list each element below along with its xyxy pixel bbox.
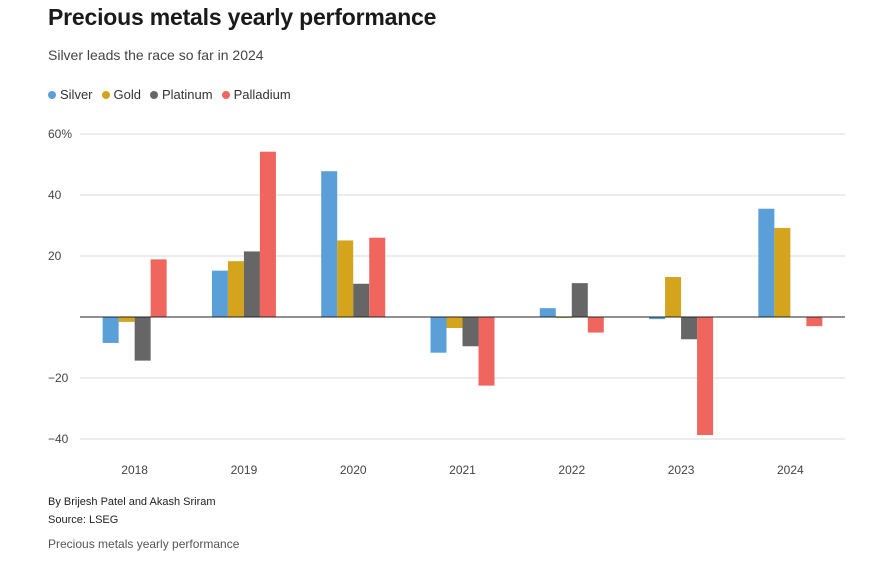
x-tick-label: 2023: [668, 463, 695, 477]
x-tick-label: 2021: [449, 463, 476, 477]
bar-silver-2020: [321, 171, 338, 317]
y-tick-label: 40: [48, 188, 62, 202]
source-note: Source: LSEG: [48, 514, 119, 526]
legend-item-gold: Gold: [101, 87, 141, 102]
bar-silver-2022: [539, 308, 556, 317]
bar-platinum-2020: [353, 283, 370, 317]
chart-subtitle: Silver leads the race so far in 2024: [48, 47, 264, 63]
bar-platinum-2019: [243, 251, 260, 317]
bar-platinum-2018: [134, 317, 151, 361]
bar-palladium-2018: [150, 259, 167, 317]
byline: By Brijesh Patel and Akash Sriram: [48, 496, 216, 508]
bar-palladium-2023: [697, 317, 714, 436]
y-tick-label: 20: [48, 249, 62, 263]
bar-palladium-2019: [259, 151, 276, 317]
bar-palladium-2021: [478, 317, 495, 386]
bar-gold-2019: [227, 261, 244, 317]
x-tick-label: 2022: [558, 463, 585, 477]
x-tick-label: 2018: [121, 463, 148, 477]
bar-silver-2021: [430, 317, 447, 353]
legend-swatch-gold: [101, 90, 110, 99]
bar-silver-2018: [102, 317, 119, 343]
legend-item-platinum: Platinum: [149, 87, 213, 102]
y-tick-label: −40: [48, 432, 69, 446]
caption: Precious metals yearly performance: [48, 537, 240, 551]
x-tick-label: 2019: [231, 463, 258, 477]
bar-platinum-2022: [571, 283, 588, 317]
legend-item-palladium: Palladium: [221, 87, 291, 102]
y-tick-label: −20: [48, 371, 69, 385]
legend-label-platinum: Platinum: [161, 87, 213, 102]
y-tick-label: 60%: [48, 127, 72, 141]
x-tick-label: 2024: [777, 463, 804, 477]
chart-title: Precious metals yearly performance: [48, 4, 437, 30]
bar-platinum-2023: [681, 317, 698, 340]
legend: Silver Gold Platinum Palladium: [48, 87, 300, 102]
bar-palladium-2024: [806, 317, 823, 327]
bar-silver-2019: [211, 270, 228, 317]
bar-gold-2020: [337, 240, 354, 317]
legend-swatch-silver: [48, 90, 56, 99]
bar-platinum-2021: [462, 317, 479, 347]
x-tick-label: 2020: [340, 463, 367, 477]
bar-gold-2023: [665, 277, 682, 317]
legend-label-palladium: Palladium: [233, 87, 291, 102]
bar-palladium-2022: [587, 317, 604, 333]
bar-silver-2024: [758, 208, 775, 317]
legend-swatch-palladium: [221, 90, 230, 99]
bar-gold-2024: [774, 227, 791, 317]
legend-label-gold: Gold: [113, 87, 141, 102]
bar-gold-2018: [118, 317, 135, 322]
bar-palladium-2020: [369, 237, 386, 317]
legend-swatch-platinum: [149, 90, 158, 99]
legend-item-silver: Silver: [48, 87, 93, 102]
legend-label-silver: Silver: [60, 87, 93, 102]
bar-chart: 60% 40 20 −20 −40 2018 2019 2020 2021 2022 2023 202…: [48, 127, 845, 477]
bar-silver-2023: [649, 317, 666, 320]
bar-gold-2021: [446, 317, 463, 328]
